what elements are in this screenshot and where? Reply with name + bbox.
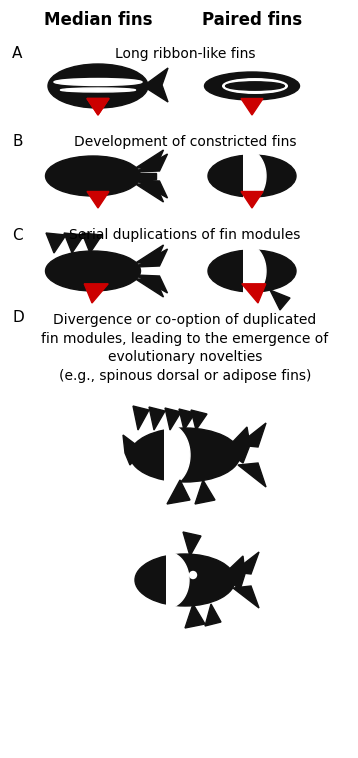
Polygon shape	[167, 552, 189, 608]
Text: B: B	[12, 134, 23, 149]
Polygon shape	[135, 180, 168, 198]
Polygon shape	[225, 427, 250, 463]
Polygon shape	[165, 423, 190, 487]
Ellipse shape	[45, 156, 140, 196]
Polygon shape	[241, 192, 263, 208]
Polygon shape	[179, 409, 195, 430]
Polygon shape	[195, 480, 215, 504]
Polygon shape	[84, 283, 108, 303]
Polygon shape	[233, 552, 259, 574]
Polygon shape	[242, 283, 266, 303]
Text: Serial duplications of fin modules: Serial duplications of fin modules	[69, 228, 301, 242]
Polygon shape	[241, 99, 263, 115]
Text: D: D	[12, 311, 24, 325]
Polygon shape	[87, 99, 109, 115]
Polygon shape	[64, 233, 84, 253]
Text: Median fins: Median fins	[44, 11, 152, 29]
Polygon shape	[244, 243, 266, 299]
Polygon shape	[183, 532, 201, 556]
Polygon shape	[135, 150, 164, 168]
Text: Divergence or co-option of duplicated
fin modules, leading to the emergence of
e: Divergence or co-option of duplicated fi…	[42, 313, 329, 383]
Polygon shape	[87, 99, 109, 115]
Polygon shape	[146, 68, 168, 102]
Ellipse shape	[45, 251, 140, 291]
Text: A: A	[12, 46, 22, 61]
Ellipse shape	[208, 250, 296, 292]
Polygon shape	[135, 184, 164, 202]
Polygon shape	[135, 279, 164, 297]
Polygon shape	[185, 604, 205, 628]
Ellipse shape	[130, 428, 240, 482]
Ellipse shape	[48, 64, 148, 108]
Ellipse shape	[135, 554, 235, 606]
Ellipse shape	[54, 79, 142, 86]
Ellipse shape	[61, 88, 135, 92]
Polygon shape	[233, 586, 259, 608]
Ellipse shape	[223, 79, 287, 93]
Polygon shape	[167, 480, 190, 504]
Polygon shape	[123, 435, 143, 465]
Polygon shape	[270, 290, 290, 310]
Text: Long ribbon-like fins: Long ribbon-like fins	[115, 47, 255, 61]
Polygon shape	[135, 154, 168, 172]
Polygon shape	[205, 604, 221, 626]
Ellipse shape	[208, 155, 296, 197]
Polygon shape	[135, 173, 155, 179]
Polygon shape	[82, 233, 102, 253]
Polygon shape	[87, 192, 109, 208]
Circle shape	[189, 572, 197, 578]
Text: C: C	[12, 227, 23, 243]
Polygon shape	[133, 406, 149, 430]
Ellipse shape	[226, 82, 285, 90]
Polygon shape	[46, 233, 66, 253]
Polygon shape	[135, 275, 168, 293]
Polygon shape	[223, 556, 245, 590]
Polygon shape	[244, 148, 266, 204]
Ellipse shape	[204, 72, 300, 100]
Text: Paired fins: Paired fins	[202, 11, 302, 29]
Polygon shape	[238, 423, 266, 447]
Polygon shape	[149, 407, 165, 430]
Polygon shape	[238, 463, 266, 487]
Text: Development of constricted fins: Development of constricted fins	[74, 135, 296, 149]
Polygon shape	[135, 245, 164, 263]
Polygon shape	[135, 249, 168, 267]
Polygon shape	[191, 410, 207, 430]
Polygon shape	[165, 408, 181, 430]
